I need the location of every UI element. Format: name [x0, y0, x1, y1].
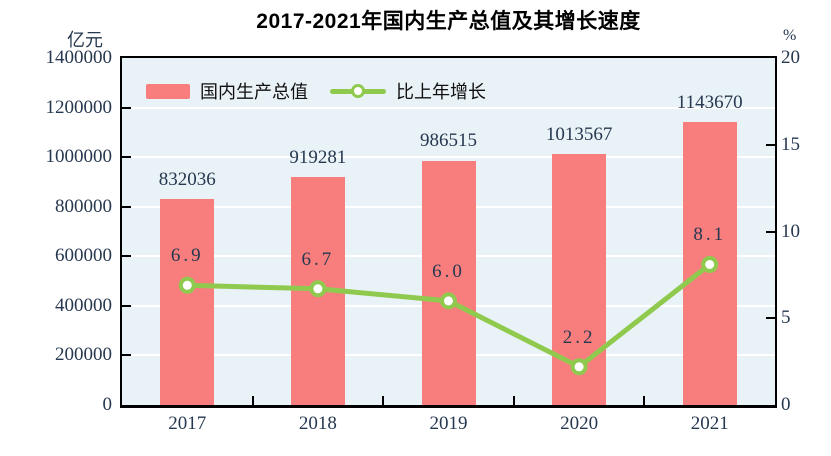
growth-point-2020 [570, 358, 588, 376]
growth-point-2018 [309, 280, 327, 298]
x-axis-tick [512, 396, 515, 405]
left-axis-tick [122, 354, 131, 357]
left-axis-tick [122, 255, 131, 258]
legend-item-gdp: 国内生产总值 [146, 78, 308, 104]
x-axis-tick [251, 396, 254, 405]
growth-value-label: 8.1 [693, 224, 727, 246]
x-axis-label-2021: 2021 [690, 413, 729, 434]
right-axis-tick [766, 317, 775, 320]
chart-title: 2017-2021年国内生产总值及其增长速度 [256, 10, 641, 33]
left-axis-tick-label: 0 [102, 394, 113, 415]
x-axis-tick [382, 396, 385, 405]
gdp-legend-label: 国内生产总值 [200, 82, 308, 102]
left-axis-tick [122, 304, 131, 307]
right-axis-tick-label: 10 [781, 220, 800, 242]
left-axis-tick [122, 106, 131, 109]
right-axis-tick [766, 143, 775, 146]
left-axis-tick [122, 156, 131, 159]
left-axis-tick-label: 1200000 [45, 96, 113, 118]
left-axis-tick-label: 200000 [55, 344, 112, 366]
legend: 国内生产总值 比上年增长 [146, 78, 486, 104]
gdp-bar-2019 [421, 160, 476, 405]
growth-point-2017 [178, 276, 196, 294]
growth-legend-label: 比上年增长 [396, 82, 486, 102]
plot-area: 国内生产总值 比上年增长 832036 919281 986515 1013567 11… [120, 56, 777, 408]
left-axis-tick-label: 400000 [55, 294, 112, 316]
right-axis-tick-label: 0 [781, 394, 791, 415]
legend-item-growth: 比上年增长 [330, 78, 486, 104]
x-axis-label-2019: 2019 [429, 413, 468, 434]
growth-line-swatch-icon [330, 83, 386, 99]
growth-value-label: 6.9 [170, 245, 204, 267]
left-axis-unit-label: 亿元 [67, 30, 103, 50]
x-axis-label-2018: 2018 [298, 413, 337, 434]
x-axis-label-2020: 2020 [560, 413, 599, 434]
left-axis-tick-label: 1000000 [45, 146, 113, 168]
right-axis-tick-label: 20 [781, 47, 800, 68]
gridline [122, 156, 775, 159]
left-axis-tick [122, 205, 131, 208]
left-axis-tick-label: 600000 [55, 245, 112, 267]
growth-point-2019 [440, 292, 457, 310]
growth-line-chart [178, 256, 719, 376]
growth-value-label: 6.7 [301, 248, 335, 270]
right-axis-tick [766, 230, 775, 233]
growth-value-label: 2.2 [562, 326, 596, 348]
x-axis-label-2017: 2017 [168, 413, 207, 434]
right-axis-tick-label: 5 [781, 307, 791, 329]
gdp-value-label: 919281 [289, 147, 347, 169]
gdp-value-label: 986515 [420, 130, 477, 152]
gdp-bar-swatch-icon [146, 83, 190, 99]
gdp-value-label: 832036 [158, 168, 216, 190]
left-axis-tick-label: 800000 [55, 195, 112, 217]
growth-point-2021 [701, 256, 719, 273]
right-axis-tick-label: 15 [781, 133, 800, 155]
gdp-bar-2017 [160, 198, 215, 405]
left-axis-tick-label: 1400000 [45, 47, 113, 68]
gdp-value-label: 1143670 [676, 91, 743, 113]
growth-value-label: 6.0 [432, 260, 465, 282]
gdp-value-label: 1013567 [545, 123, 613, 145]
gridline [122, 106, 775, 109]
x-axis-tick [643, 396, 646, 405]
growth-marker-icon [351, 83, 365, 98]
right-axis-unit-label: % [783, 27, 797, 44]
